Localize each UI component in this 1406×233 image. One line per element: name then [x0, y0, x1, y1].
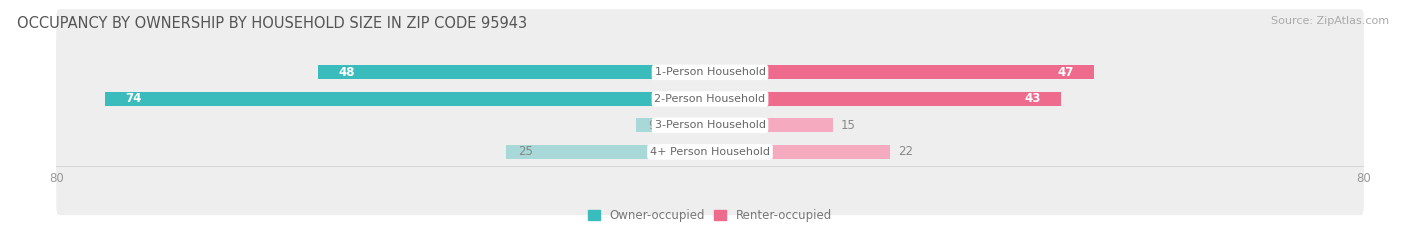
- Text: 4+ Person Household: 4+ Person Household: [650, 147, 770, 157]
- Bar: [710, 92, 1062, 106]
- Text: 2-Person Household: 2-Person Household: [654, 94, 766, 104]
- Text: 3-Person Household: 3-Person Household: [655, 120, 765, 130]
- Bar: [318, 65, 710, 79]
- Bar: [710, 65, 1094, 79]
- Text: 74: 74: [125, 93, 142, 105]
- FancyBboxPatch shape: [56, 36, 1364, 162]
- Text: 1-Person Household: 1-Person Household: [655, 67, 765, 77]
- Text: 47: 47: [1057, 66, 1074, 79]
- Text: 15: 15: [841, 119, 856, 132]
- FancyBboxPatch shape: [56, 62, 1364, 189]
- Legend: Owner-occupied, Renter-occupied: Owner-occupied, Renter-occupied: [588, 209, 832, 223]
- FancyBboxPatch shape: [56, 89, 1364, 215]
- Bar: [105, 92, 710, 106]
- Bar: [506, 145, 710, 159]
- Text: 25: 25: [517, 145, 533, 158]
- Bar: [637, 118, 710, 132]
- Text: Source: ZipAtlas.com: Source: ZipAtlas.com: [1271, 16, 1389, 26]
- Text: 48: 48: [339, 66, 354, 79]
- Text: 22: 22: [898, 145, 912, 158]
- Text: 43: 43: [1025, 93, 1040, 105]
- Text: OCCUPANCY BY OWNERSHIP BY HOUSEHOLD SIZE IN ZIP CODE 95943: OCCUPANCY BY OWNERSHIP BY HOUSEHOLD SIZE…: [17, 16, 527, 31]
- FancyBboxPatch shape: [56, 9, 1364, 136]
- Bar: [710, 145, 890, 159]
- Text: 9: 9: [648, 119, 657, 132]
- Bar: [710, 118, 832, 132]
